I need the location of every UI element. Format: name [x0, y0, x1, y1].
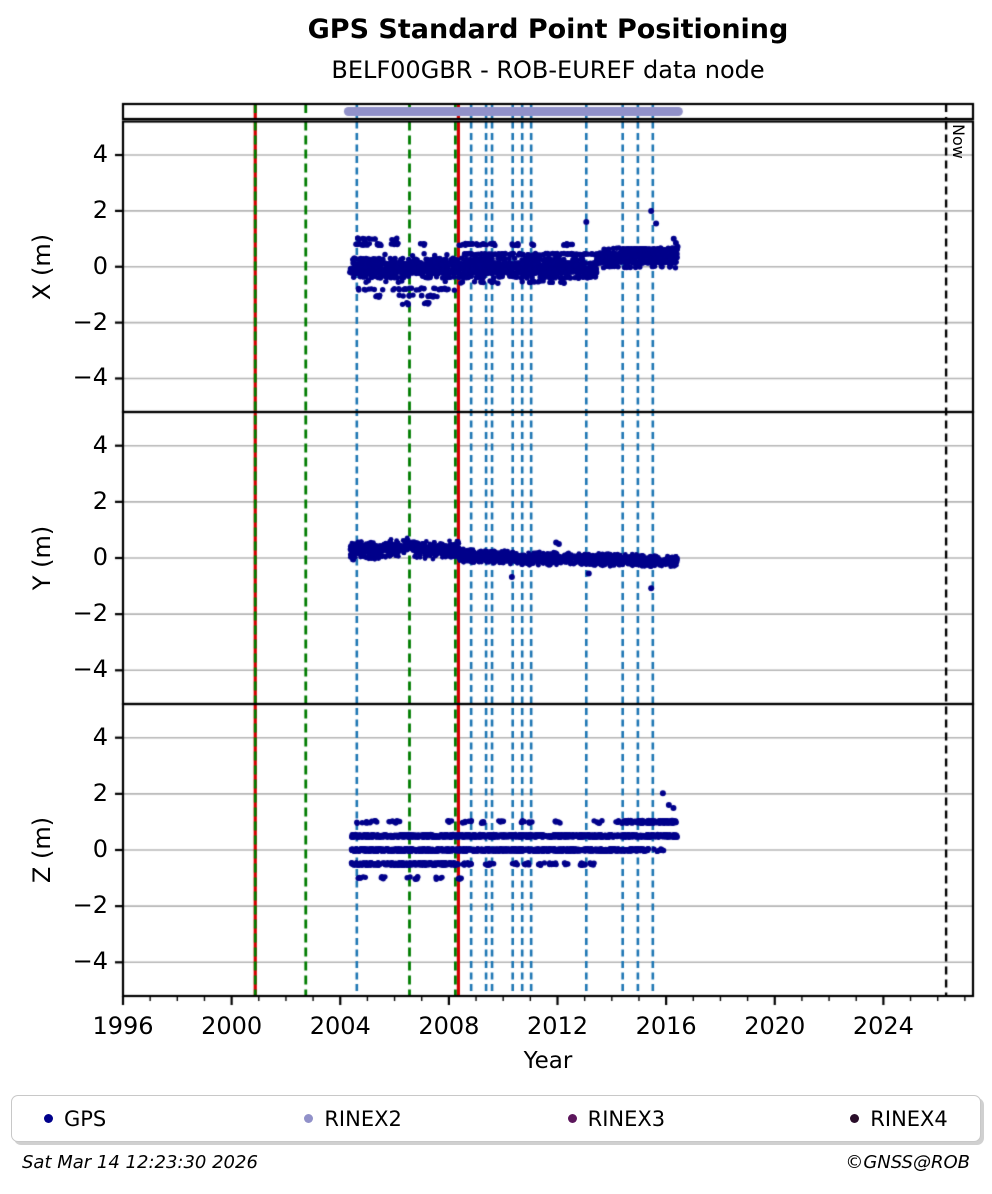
x-tick-label: 2024	[852, 1012, 914, 1040]
legend-box: GPS RINEX2 RINEX3 RINEX4	[11, 1095, 981, 1142]
chart-subtitle: BELF00GBR - ROB-EUREF data node	[331, 56, 765, 84]
legend-marker-rinex3-icon	[567, 1114, 577, 1123]
legend-label-rinex4: RINEX4	[870, 1106, 948, 1131]
legend-entry-gps: GPS	[43, 1096, 107, 1141]
now-label: Now	[949, 124, 968, 159]
y-axis-label-z: Z (m)	[28, 816, 56, 884]
y-axis-label-y: Y (m)	[28, 525, 56, 591]
y-tick-label: 2	[92, 778, 108, 807]
y-tick-label: 2	[92, 486, 108, 515]
legend-marker-rinex4-icon	[850, 1114, 860, 1123]
legend-entry-rinex2: RINEX2	[304, 1096, 402, 1141]
x-tick-label: 2016	[635, 1012, 697, 1040]
credit-text: ©GNSS@ROB	[845, 1152, 970, 1173]
legend-marker-gps-icon	[43, 1114, 53, 1123]
y-tick-label: 0	[92, 835, 108, 863]
y-tick-label: 0	[92, 251, 108, 280]
y-tick-label: 4	[92, 430, 108, 459]
legend-label-rinex2: RINEX2	[324, 1106, 402, 1131]
y-axis-label-x: X (m)	[28, 233, 56, 301]
legend-marker-rinex2-icon	[304, 1114, 314, 1123]
x-tick-label: 1996	[92, 1012, 154, 1040]
x-tick-label: 2020	[744, 1012, 806, 1040]
y-tick-label: −4	[72, 655, 108, 684]
y-tick-label: −2	[72, 599, 108, 628]
y-tick-label: 4	[92, 722, 108, 751]
y-tick-label: 0	[92, 543, 108, 571]
y-tick-label: −2	[72, 891, 108, 920]
y-tick-label: −4	[72, 947, 108, 976]
x-tick-label: 2000	[201, 1012, 263, 1040]
legend-label-rinex3: RINEX3	[587, 1106, 666, 1131]
legend-entry-rinex3: RINEX3	[567, 1096, 666, 1141]
y-tick-label: 4	[92, 140, 108, 169]
x-tick-label: 2012	[526, 1012, 589, 1040]
timestamp-text: Sat Mar 14 12:23:30 2026	[22, 1152, 258, 1173]
chart-title: GPS Standard Point Positioning	[307, 14, 789, 45]
x-axis-label: Year	[523, 1048, 573, 1074]
y-tick-label: −2	[72, 307, 108, 336]
y-tick-label: 2	[92, 195, 108, 224]
legend-label-gps: GPS	[63, 1106, 107, 1131]
x-tick-label: 2004	[309, 1012, 371, 1040]
plot-canvas	[0, 0, 992, 1010]
legend-entry-rinex4: RINEX4	[850, 1096, 948, 1141]
y-tick-label: −4	[72, 363, 108, 392]
x-tick-label: 2008	[418, 1012, 480, 1040]
